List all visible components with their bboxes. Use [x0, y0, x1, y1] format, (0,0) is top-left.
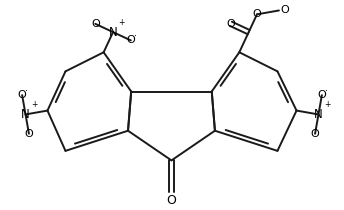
- Text: ·: ·: [133, 31, 137, 41]
- Text: ·: ·: [325, 86, 327, 96]
- Text: ·: ·: [25, 86, 28, 96]
- Text: O: O: [311, 129, 320, 139]
- Text: O: O: [91, 19, 100, 29]
- Text: +: +: [31, 100, 37, 109]
- Text: +: +: [324, 100, 330, 109]
- Text: N: N: [21, 108, 30, 121]
- Text: O: O: [318, 90, 326, 100]
- Text: N: N: [314, 108, 323, 121]
- Text: O: O: [166, 194, 176, 207]
- Text: O: O: [280, 5, 289, 16]
- Text: O: O: [227, 19, 235, 29]
- Text: O: O: [252, 9, 261, 19]
- Text: O: O: [18, 90, 26, 100]
- Text: O: O: [127, 35, 135, 45]
- Text: N: N: [109, 26, 117, 39]
- Text: O: O: [24, 129, 33, 139]
- Text: +: +: [118, 18, 125, 27]
